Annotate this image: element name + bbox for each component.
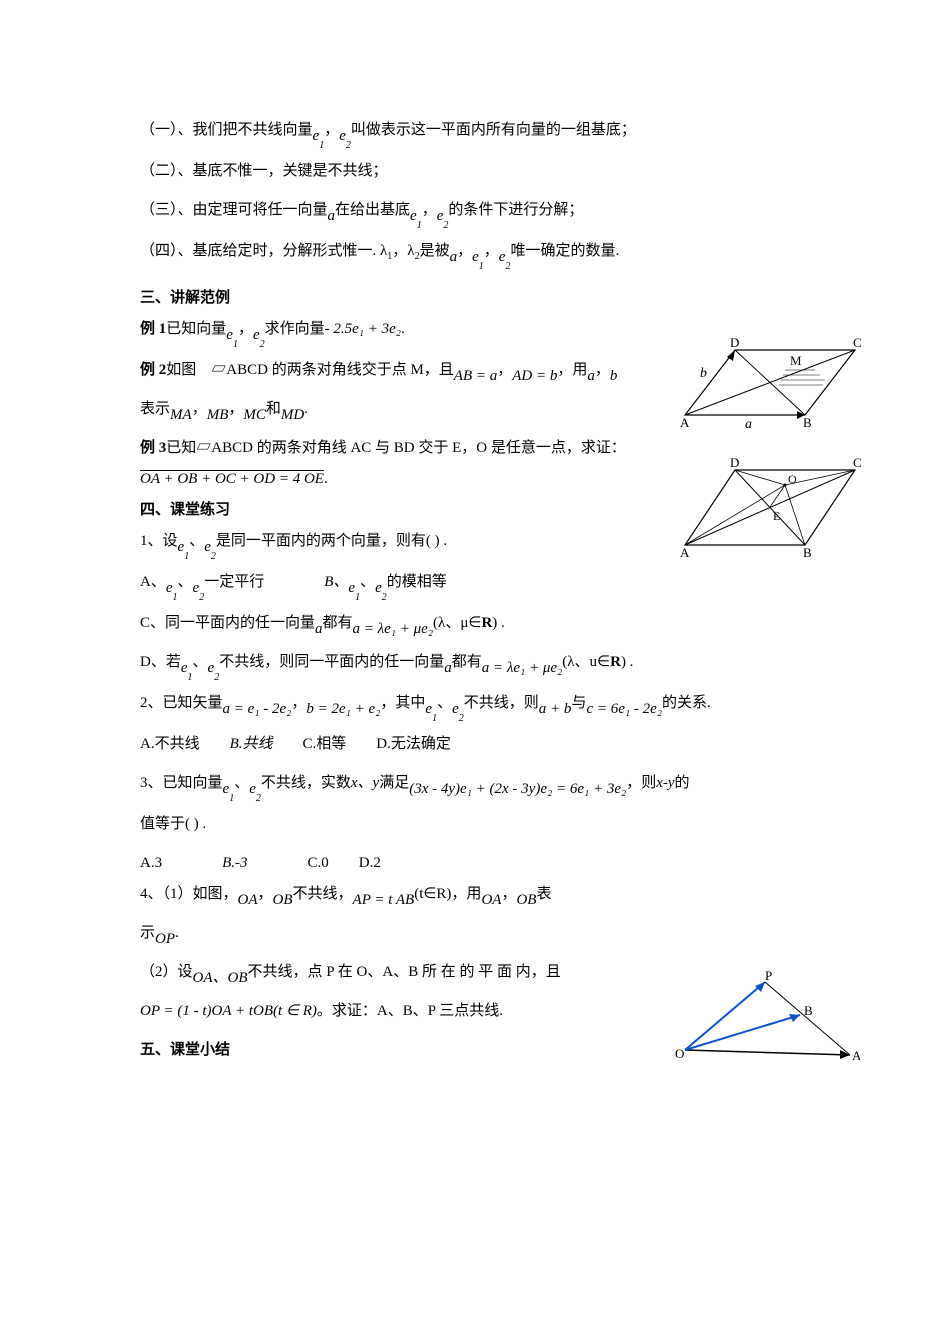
p1-prefix: （一）、我们把不共线向量 — [140, 120, 313, 141]
p3-a: a — [328, 206, 336, 227]
heading-examples: 三、讲解范例 — [140, 288, 810, 309]
question-4-2: （2）设 OA、OB 不共线，点 P 在 O、A、B 所 在 的 平 面 内，且… — [140, 962, 660, 1022]
question-3-cont: 值等于( ) . — [140, 814, 810, 835]
q1-option-ab: A、 e1 、 e2 一定平行 B、 e1 、 e2 的模相等 — [140, 572, 810, 595]
label-B3: B — [804, 1003, 813, 1018]
question-4-1: 4、（1）如图， OA ， OB 不共线， AP = t AB (t∈R)，用 … — [140, 884, 660, 944]
label-A3: A — [852, 1048, 860, 1063]
figure-parallelogram-abcd-m: A B C D M a b — [675, 335, 865, 430]
figure-parallelogram-abcd-eo: A B C D E O — [675, 455, 865, 560]
figure-vectors-oabp: O A B P — [670, 970, 860, 1070]
example-2: 例 2 如图 ▱ABCD 的两条对角线交于点 M，且 AB = a ， AD =… — [140, 360, 660, 420]
p1-e2: e2 — [339, 126, 351, 149]
q3-options: A.3 B.-3 C.0 D.2 — [140, 853, 810, 874]
q1-option-d: D、若 e1 、 e2 不共线，则同一平面内的任一向量 a 都有 a = λe₁… — [140, 652, 810, 675]
para-4: （四）、基底给定时，分解形式惟一. λ1 ，λ2 是被 a ， e1 ， e2 … — [140, 241, 810, 264]
label-b: b — [700, 366, 707, 381]
question-2: 2、已知矢量 a = e₁ - 2e₂ ， b = 2e₁ + e₂ ，其中 e… — [140, 693, 810, 716]
question-3: 3、已知向量 e1 、 e2 不共线，实数 x、y 满足 (3x - 4y)e₁… — [140, 773, 810, 796]
label-D2: D — [730, 455, 739, 470]
label-A2: A — [680, 545, 690, 560]
label-A: A — [680, 415, 690, 430]
para-1: （一）、我们把不共线向量 e1 ， e2 叫做表示这一平面内所有向量的一组基底； — [140, 120, 810, 143]
para-3: （三）、由定理可将任一向量 a 在给出基底 e1 ， e2 的条件下进行分解； — [140, 200, 810, 223]
vec-equation: OA + OB + OC + OD = 4 OE — [140, 469, 324, 490]
label-M: M — [790, 353, 802, 368]
label-E: E — [773, 509, 780, 523]
p3-e2: e2 — [437, 206, 449, 229]
label-D: D — [730, 335, 739, 350]
label-O3: O — [675, 1046, 684, 1061]
label-C: C — [853, 335, 862, 350]
q2-options: A.不共线 B.共线 C.相等 D.无法确定 — [140, 734, 810, 755]
label-a: a — [745, 417, 752, 430]
label-P: P — [765, 970, 772, 983]
q1-option-c: C、同一平面内的任一向量 a 都有 a = λe₁ + μe₂ (λ、μ∈R) … — [140, 613, 810, 634]
label-B: B — [803, 415, 812, 430]
p1-suffix: 叫做表示这一平面内所有向量的一组基底； — [351, 120, 636, 141]
p1-comma: ， — [324, 120, 339, 141]
label-O: O — [788, 472, 797, 486]
p1-e1: e1 — [313, 126, 325, 149]
example-3: 例 3 已知▱ABCD 的两条对角线 AC 与 BD 交于 E，O 是任意一点，… — [140, 438, 660, 490]
label-C2: C — [853, 455, 862, 470]
p3-e1: e1 — [410, 206, 422, 229]
para-2: （二）、基底不惟一，关键是不共线； — [140, 161, 810, 182]
label-B2: B — [803, 545, 812, 560]
